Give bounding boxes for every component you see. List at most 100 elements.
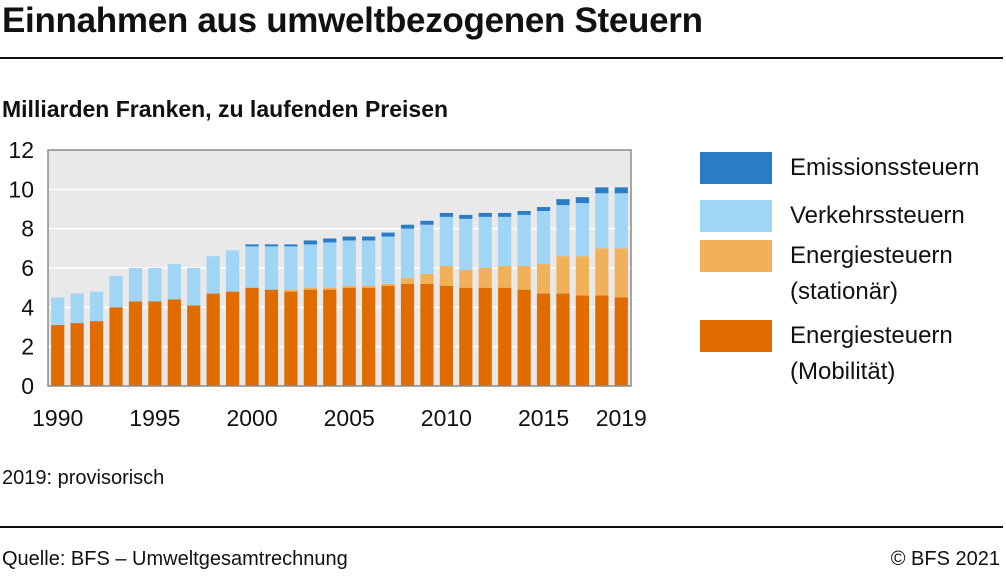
bar-segment [342,240,356,286]
bar-segment [226,291,240,386]
x-tick-label: 2005 [324,405,375,431]
bar-segment [148,268,162,302]
legend-label: Energiesteuern (stationär) [790,242,953,305]
bar-segment [400,224,415,229]
legend-swatch [700,320,772,352]
x-tick-label: 1990 [32,405,83,431]
bar-segment [51,297,65,326]
bar-segment [323,289,337,386]
bar-segment [51,325,65,386]
bar-segment [206,293,220,386]
bar-segment [342,236,356,241]
bar-segment [595,295,609,386]
x-tick-label: 2000 [226,405,277,431]
bar-segment [128,268,143,302]
bar-segment [381,232,395,237]
x-tick-label: 2010 [421,405,472,431]
bars [51,187,628,386]
bar-segment [167,264,181,300]
bar-segment [556,256,570,294]
x-tick-label: 1995 [129,405,180,431]
bar-segment [556,293,570,386]
legend-label: Verkehrssteuern [790,202,965,229]
bar-segment [284,291,298,386]
bar-segment [245,246,259,288]
bar-segment [109,275,123,308]
bar-segment [362,240,376,286]
bar-segment [498,212,512,217]
bar-segment [439,285,453,386]
bar-segment [400,277,415,284]
bar-segment [420,273,434,284]
bar-segment [245,287,259,386]
bar-segment [109,307,123,386]
bar-segment [342,285,356,288]
bar-segment [70,323,84,386]
bar-segment [264,244,279,247]
bar-segment [400,283,415,386]
bar-segment [381,285,395,386]
plot-frame [47,149,632,387]
bar-segment [614,297,628,386]
y-tick-label: 4 [21,294,34,320]
bar-segment [536,293,551,386]
bar-segment [128,301,143,386]
bar-segment [303,244,317,288]
y-axis-labels: 0 2 4 6 8 10 12 [8,137,34,399]
bar-segment [536,210,551,265]
bar-segment [575,256,590,296]
bar-segment [536,264,551,294]
legend-swatch [700,240,772,272]
bar-segment [614,248,628,298]
bar-segment [556,205,570,257]
bar-segment [303,287,317,290]
bar-segment [420,224,434,274]
y-tick-label: 6 [21,255,34,281]
bar-segment [478,212,492,217]
bar-segment [206,256,220,294]
bar-segment [498,216,512,267]
bar-segment [575,295,590,386]
y-tick-label: 0 [21,373,34,399]
bar-segment [400,228,415,278]
stacked-bar-chart: 0 2 4 6 8 10 12 1990 1995 2000 2005 2010 2015 2019 [8,137,647,431]
page-title: Einnahmen aus umweltbezogenen Steuern [2,1,703,40]
bar-segment [264,289,279,386]
bar-segment [575,203,590,257]
legend-label: Energiesteuern (Mobilität) [790,322,953,385]
bar-segment [167,299,181,386]
bar-segment [284,289,298,292]
top-rule [0,57,1003,59]
bar-segment [303,289,317,386]
bar-segment [478,268,492,288]
source-note: Quelle: BFS – Umweltgesamtrechnung [2,548,348,570]
x-tick-label: 2015 [518,405,569,431]
bar-segment [323,242,337,288]
chart-subtitle: Milliarden Franken, zu laufenden Preisen [2,96,449,122]
bar-segment [264,246,279,290]
bar-segment [362,236,376,241]
copyright: © BFS 2021 [890,548,1000,570]
bar-segment [517,289,531,386]
bar-segment [362,285,376,288]
bar-segment [498,287,512,386]
bar-segment [595,187,609,194]
bar-segment [303,240,317,245]
bar-segment [284,246,298,290]
bar-segment [420,283,434,386]
bar-segment [381,283,395,286]
bar-segment [614,193,628,249]
bar-segment [517,214,531,267]
bar-segment [420,220,434,225]
gridlines [48,188,631,348]
bar-segment [439,212,453,217]
bar-segment [595,193,609,249]
bar-segment [517,266,531,290]
bar-segment [439,266,453,286]
bar-segment [381,236,395,284]
bar-segment [575,197,590,204]
x-axis-labels: 1990 1995 2000 2005 2010 2015 2019 [32,405,647,431]
bar-segment [478,287,492,386]
bar-segment [89,321,104,386]
legend-swatch [700,152,772,184]
